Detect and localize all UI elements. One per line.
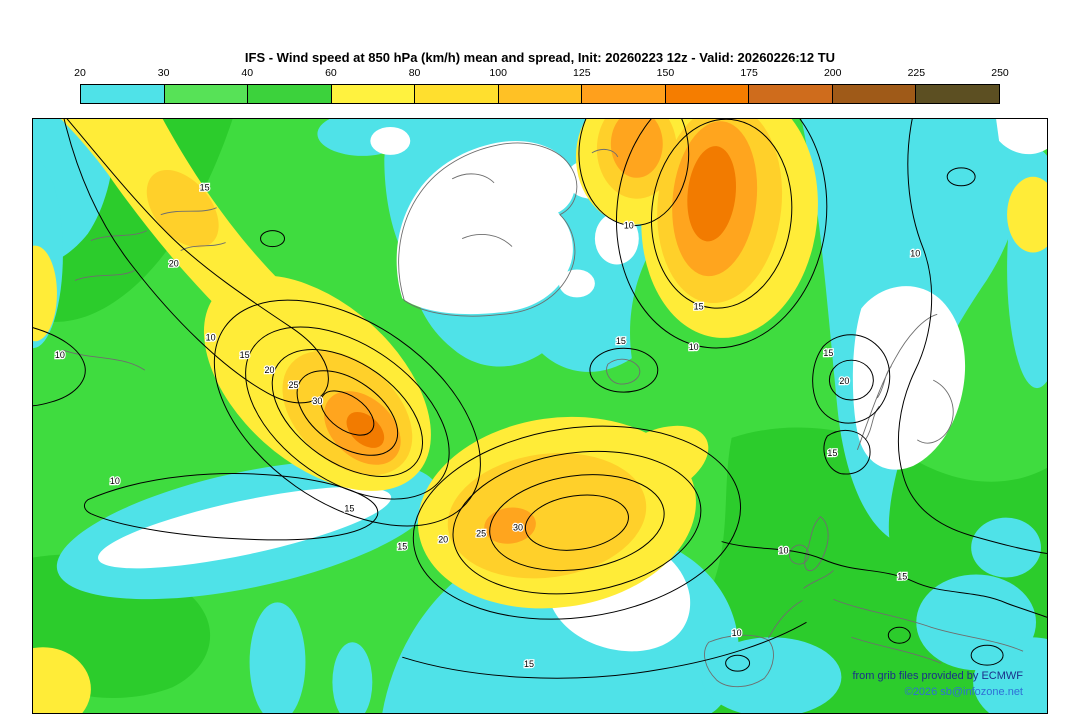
colorbar-segment xyxy=(331,85,416,103)
contour-labels-layer: 10 15 20 25 30 15 20 25 30 10 15 10 15 2… xyxy=(54,182,922,671)
contour-small-loop xyxy=(725,654,751,672)
colorbar-segment xyxy=(164,85,249,103)
wind-field-orange-deep xyxy=(346,146,737,448)
attribution-copyright: ©2026 sb@infozone.net xyxy=(904,686,1023,699)
great-britain-coast xyxy=(804,516,829,572)
contour-label: 30 xyxy=(513,523,523,533)
colorbar-tick: 175 xyxy=(740,67,758,79)
contour-label: 20 xyxy=(169,259,179,269)
colorbar-segment xyxy=(498,85,583,103)
iberia-coast xyxy=(704,634,774,688)
contour-label: 25 xyxy=(476,529,486,539)
contour-label: 10 xyxy=(206,332,216,342)
contour-right-vertical xyxy=(897,119,1047,555)
colorbar-segment xyxy=(248,85,332,103)
iceland-coast xyxy=(606,358,641,385)
contour-left-streak xyxy=(84,473,379,541)
contour-label: 10 xyxy=(55,350,65,360)
weather-map: 10 15 20 25 30 15 20 25 30 10 15 10 15 2… xyxy=(32,118,1048,714)
colorbar-segment xyxy=(916,85,1000,103)
colorbar-tick: 200 xyxy=(823,67,842,79)
europe-coast xyxy=(833,598,1024,664)
contour-system-top-right xyxy=(615,119,828,349)
contour-system-bottom-center xyxy=(412,425,742,620)
contour-scandinavia-b xyxy=(828,359,874,401)
contour-scandinavia-a xyxy=(812,334,891,424)
contour-small-loop xyxy=(946,167,976,187)
canada-coast xyxy=(62,207,226,371)
page-title: IFS - Wind speed at 850 hPa (km/h) mean … xyxy=(244,50,836,65)
contour-label: 10 xyxy=(689,342,699,352)
contour-label: 25 xyxy=(288,380,298,390)
contour-label: 15 xyxy=(694,301,704,311)
contour-small-loop xyxy=(887,626,911,644)
colorbar-segment xyxy=(749,85,833,103)
colorbar-tick: 20 xyxy=(74,67,86,79)
france-coast xyxy=(768,570,834,639)
contour-label: 10 xyxy=(110,476,120,486)
contour-label: 20 xyxy=(839,376,849,386)
colorbar-segment xyxy=(81,85,165,103)
colorbar-tick-row: 20 30 40 60 80 100 125 150 175 200 225 2… xyxy=(74,67,1009,81)
contour-label: 30 xyxy=(312,396,322,406)
contour-label: 15 xyxy=(344,504,354,514)
weather-map-svg: 10 15 20 25 30 15 20 25 30 10 15 10 15 2… xyxy=(33,119,1047,713)
contour-label: 15 xyxy=(200,183,210,193)
contour-small-loop xyxy=(260,230,286,248)
spread-contours-layer xyxy=(33,119,1047,679)
colorbar-tick: 100 xyxy=(489,67,507,79)
contour-label: 10 xyxy=(779,546,789,556)
contour-label: 10 xyxy=(624,221,634,231)
contour-left-edge xyxy=(33,327,86,407)
wind-speed-colorbar xyxy=(80,84,1000,104)
colorbar-tick: 80 xyxy=(408,67,421,79)
contour-scandinavia-c xyxy=(823,430,871,475)
colorbar-segment xyxy=(832,85,917,103)
contour-system-left-center xyxy=(213,299,481,527)
colorbar-tick: 60 xyxy=(325,67,337,79)
contour-label: 15 xyxy=(897,571,907,581)
colorbar-tick: 225 xyxy=(907,67,926,79)
contour-label: 10 xyxy=(910,249,920,259)
colorbar-tick: 250 xyxy=(991,67,1009,79)
colorbar-segment xyxy=(665,85,750,103)
contour-bottom-arc xyxy=(402,621,807,679)
contour-label: 20 xyxy=(265,365,275,375)
greenland-inner-marks xyxy=(451,173,513,247)
contour-ring-top-center xyxy=(578,119,690,227)
colorbar-tick: 125 xyxy=(573,67,591,79)
contour-label: 15 xyxy=(616,336,626,346)
contour-topleft-band xyxy=(63,119,329,404)
attribution: from grib files provided by ECMWF ©2026 … xyxy=(852,669,1023,701)
colorbar-segment xyxy=(415,85,499,103)
contour-europe-line xyxy=(721,541,1047,618)
contour-label: 10 xyxy=(732,628,742,638)
colorbar-tick: 30 xyxy=(157,67,170,79)
contour-label: 15 xyxy=(397,542,407,552)
colorbar-tick: 150 xyxy=(656,67,675,79)
greenland-coast xyxy=(398,142,578,317)
ireland-coast xyxy=(789,544,809,565)
contour-label: 15 xyxy=(823,348,833,358)
contour-label: 15 xyxy=(524,659,534,669)
baltic-coast xyxy=(917,379,954,444)
coastlines-layer xyxy=(62,142,1024,688)
attribution-source: from grib files provided by ECMWF xyxy=(852,670,1023,683)
contour-label: 20 xyxy=(438,535,448,545)
svalbard-coast xyxy=(591,148,619,158)
colorbar-tick: 40 xyxy=(241,67,254,79)
wind-field-calm-white xyxy=(98,119,1047,652)
contour-small-loop xyxy=(970,644,1004,666)
contour-label: 15 xyxy=(827,448,837,458)
colorbar-segment xyxy=(582,85,666,103)
contour-iceland-loop xyxy=(589,347,659,393)
contour-label: 15 xyxy=(240,350,250,360)
